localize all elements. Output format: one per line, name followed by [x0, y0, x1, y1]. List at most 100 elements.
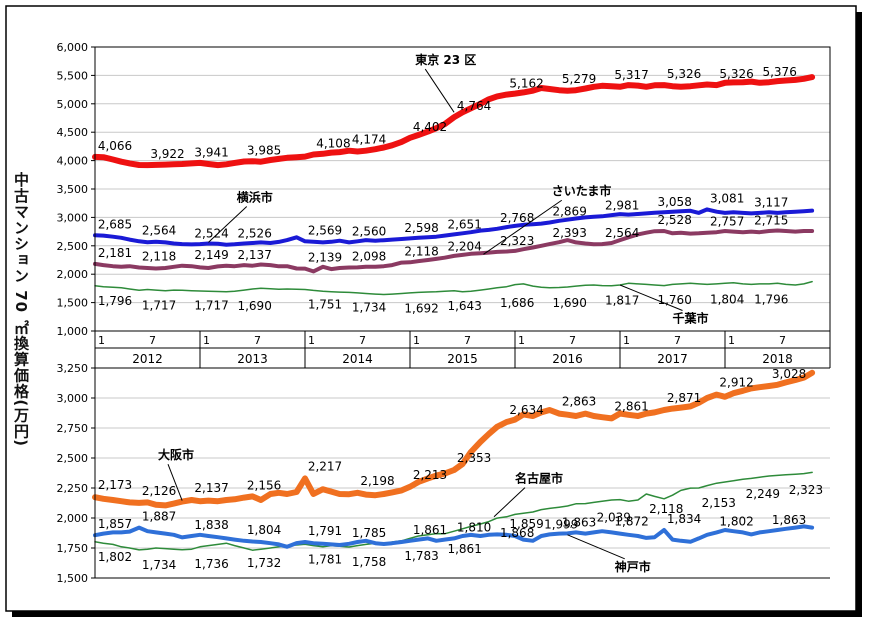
- series-name-label: さいたま市: [552, 183, 612, 198]
- annotation-leader: [493, 487, 526, 518]
- data-label: 4,174: [352, 133, 386, 147]
- y-tick-label: 1,000: [57, 325, 89, 338]
- y-tick-label: 2,500: [57, 452, 89, 465]
- data-label: 2,039: [597, 510, 631, 524]
- data-label: 3,941: [194, 145, 228, 159]
- month-label: 7: [464, 334, 471, 347]
- data-label: 4,764: [457, 99, 491, 113]
- data-label: 2,768: [500, 211, 534, 225]
- data-label: 3,058: [657, 195, 691, 209]
- data-label: 1,804: [710, 292, 744, 306]
- year-label: 2013: [237, 352, 268, 366]
- data-label: 2,149: [194, 248, 228, 262]
- data-label: 2,526: [237, 226, 271, 240]
- top-chart-panel: 1,000 1,500 2,000 2,500 3,000 3,500 4,000 4,500…: [57, 41, 831, 338]
- data-label: 2,137: [194, 481, 228, 495]
- y-tick-label: 5,500: [57, 69, 89, 82]
- data-label: 2,981: [605, 198, 639, 212]
- data-label: 2,863: [562, 395, 596, 409]
- month-label: 7: [149, 334, 156, 347]
- data-label: 2,156: [247, 479, 281, 493]
- data-label: 1,802: [98, 550, 132, 564]
- data-label: 1,872: [614, 514, 648, 528]
- y-tick-label: 2,000: [57, 512, 89, 525]
- year-label: 2018: [762, 352, 793, 366]
- data-label: 1,861: [447, 542, 481, 556]
- series-line-osaka: [92, 369, 816, 509]
- data-label: 2,118: [404, 245, 438, 259]
- data-label: 3,985: [247, 143, 281, 157]
- data-label: 5,326: [667, 67, 701, 81]
- data-label: 2,564: [605, 226, 639, 240]
- data-label: 2,871: [667, 391, 701, 405]
- data-label: 2,126: [142, 484, 176, 498]
- y-tick-label: 4,000: [57, 155, 89, 168]
- bottom-series-lines: [92, 369, 816, 551]
- data-label: 2,153: [702, 496, 736, 510]
- y-tick-label: 3,000: [57, 392, 89, 405]
- data-label: 2,213: [413, 468, 447, 482]
- series-name-label: 横浜市: [237, 189, 273, 204]
- series-line-saitama: [93, 228, 815, 274]
- data-label: 1,751: [308, 298, 342, 312]
- data-label: 1,999: [544, 518, 578, 532]
- series-name-label: 名古屋市: [515, 471, 563, 486]
- month-label: 7: [779, 334, 786, 347]
- month-label: 1: [413, 334, 420, 347]
- data-label: 2,249: [746, 487, 780, 501]
- series-line-kobe: [93, 524, 815, 549]
- data-label: 1,781: [308, 552, 342, 566]
- data-label: 1,690: [237, 299, 271, 313]
- data-label: 5,376: [762, 65, 796, 79]
- data-label: 2,353: [457, 451, 491, 465]
- data-label: 2,569: [308, 223, 342, 237]
- bottom-data-labels: 2,173 2,126 2,137 2,156 2,217 2,198 2,213 2,353…: [98, 367, 823, 572]
- y-tick-label: 1,500: [57, 572, 89, 585]
- month-label: 7: [359, 334, 366, 347]
- top-data-labels: 4,066 3,922 3,941 3,985 4,108 4,174 4,402 4,764…: [98, 65, 797, 316]
- y-tick-label: 2,750: [57, 422, 89, 435]
- data-label: 4,402: [413, 120, 447, 134]
- data-label: 1,717: [194, 299, 228, 313]
- data-label: 2,217: [308, 459, 342, 473]
- x-axis-band: 1 7 2012 1 7 2013 1 7 2014 1 7 2015 1 7 2016 1 7 2017 1 7 20…: [94, 331, 831, 369]
- data-label: 2,173: [98, 478, 132, 492]
- frame-border: [5, 5, 857, 612]
- data-label: 1,734: [142, 558, 176, 572]
- data-label: 4,108: [316, 136, 350, 150]
- data-label: 1,859: [509, 517, 543, 531]
- y-tick-label: 2,000: [57, 268, 89, 281]
- year-label: 2017: [657, 352, 688, 366]
- data-label: 1,834: [667, 512, 701, 526]
- month-label: 1: [98, 334, 105, 347]
- month-label: 1: [623, 334, 630, 347]
- series-line-tokyo: [92, 74, 816, 169]
- data-label: 2,524: [194, 226, 228, 240]
- data-label: 1,804: [247, 523, 281, 537]
- y-tick-label: 3,000: [57, 211, 89, 224]
- data-label: 2,393: [552, 226, 586, 240]
- month-label: 1: [518, 334, 525, 347]
- data-label: 1,857: [98, 517, 132, 531]
- y-tick-label: 2,250: [57, 482, 89, 495]
- y-tick-label: 2,500: [57, 240, 89, 253]
- y-tick-label: 3,500: [57, 183, 89, 196]
- bottom-y-tick-labels: 1,500 1,750 2,000 2,250 2,500 2,750 3,000 3,250: [57, 362, 89, 585]
- data-label: 1,686: [500, 296, 534, 310]
- data-label: 4,066: [98, 139, 132, 153]
- data-label: 2,912: [719, 376, 753, 390]
- data-label: 1,796: [98, 294, 132, 308]
- data-label: 1,783: [404, 549, 438, 563]
- data-label: 2,204: [447, 240, 481, 254]
- data-label: 2,869: [552, 205, 586, 219]
- month-label: 7: [674, 334, 681, 347]
- data-label: 2,528: [657, 213, 691, 227]
- data-label: 5,279: [562, 72, 596, 86]
- data-label: 1,692: [404, 302, 438, 316]
- series-name-label: 千葉市: [673, 310, 709, 325]
- data-label: 2,198: [360, 474, 394, 488]
- month-label: 1: [728, 334, 735, 347]
- month-label: 1: [203, 334, 210, 347]
